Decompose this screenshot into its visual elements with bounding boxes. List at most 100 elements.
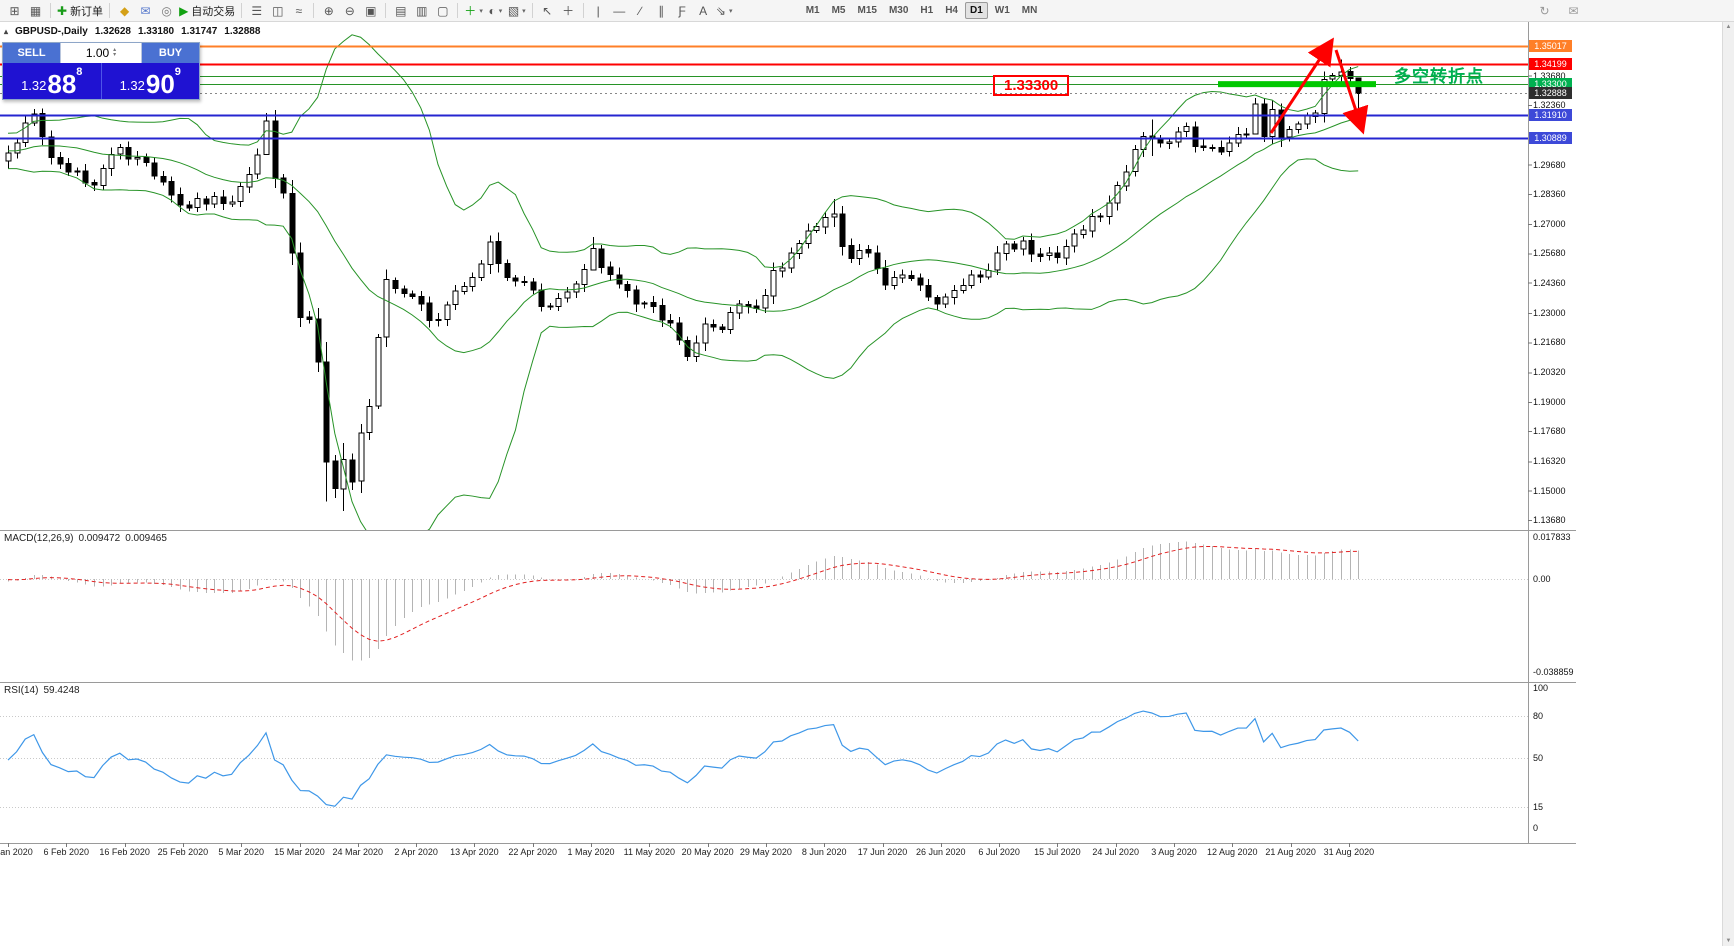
zoom-out-button[interactable]: ⊖ [339,2,360,20]
auto-trading-icon: ▶ [179,3,189,18]
auto-trading-button[interactable]: ▶ 自动交易 [177,2,237,20]
rsi-panel[interactable] [0,710,1528,808]
macd-signal-line [7,545,1359,642]
rsi-value: 59.4248 [43,685,80,696]
trend-arrow-annotation[interactable] [1269,37,1369,135]
refresh-button[interactable]: ↻ [1534,2,1555,20]
crosshair-button[interactable]: ＋ [558,2,579,20]
navigator-button[interactable]: ◎ [156,2,177,20]
toolbar-separator [385,3,387,18]
fibonacci-icon: Ƒ [678,3,686,18]
new-chart-button[interactable]: ⊞ [4,2,25,20]
market-watch-button[interactable]: ◆ [114,2,135,20]
equidistant-channel-button[interactable]: ∥ [651,2,672,20]
bid-pip-digit: 8 [76,66,83,78]
sell-button[interactable]: SELL [3,43,60,63]
horizontal-line-button[interactable]: — [609,2,630,20]
templates-icon: ▧ [507,3,520,18]
bar-chart-mode-button[interactable]: ☰ [246,2,267,20]
arrange-windows-button[interactable]: ▤ [390,2,411,20]
horizontal-line-icon: — [613,3,626,18]
periods-button[interactable]: ◐ ▾ [485,2,506,20]
toolbar-separator [241,3,243,18]
auto-trading-label: 自动交易 [191,5,236,18]
volume-spinner: ▴ ▾ [113,47,117,58]
data-window-button[interactable]: ✉ [135,2,156,20]
mailbox-button[interactable]: ✉ [1563,2,1584,20]
line-mode-icon: ≈ [295,3,303,18]
new-order-button[interactable]: ✚ 新订单 [55,2,105,20]
vertical-scrollbar[interactable]: ▲ ▼ [1722,22,1734,946]
fibonacci-button[interactable]: Ƒ [672,2,693,20]
bid-price[interactable]: 1.32 88 8 [3,63,101,99]
symbol-period-label: GBPUSD-,Daily [15,26,88,37]
cursor-button[interactable]: ↖ [537,2,558,20]
trendline-button[interactable]: ∕ [630,2,651,20]
turning-point-annotation[interactable]: 多空转折点 [1394,67,1484,86]
caret-down-icon: ▾ [522,7,526,15]
open-value: 1.32628 [94,26,131,37]
symbol-info: ▴ GBPUSD-,Daily 1.32628 1.33180 1.31747 … [4,26,260,37]
rsi-name: RSI(14) [4,685,39,696]
candlestick-series [5,59,1362,511]
collapse-panel-icon[interactable]: ▴ [4,27,9,36]
buy-button[interactable]: BUY [142,43,199,63]
full-screen-button[interactable]: ▢ [432,2,453,20]
timeframe-h1-button[interactable]: H1 [920,5,934,16]
vertical-line-button[interactable]: | [588,2,609,20]
line-mode-button[interactable]: ≈ [288,2,309,20]
low-value: 1.31747 [181,26,218,37]
candle-mode-button[interactable]: ◫ [267,2,288,20]
toolbar-separator [50,3,51,18]
navigator-icon: ◎ [161,3,172,18]
ask-price[interactable]: 1.32 90 9 [102,63,200,99]
arrows-tool-icon: ⇘ [715,3,726,18]
arrange-windows-icon: ▤ [395,3,407,18]
timeframe-h4-button[interactable]: H4 [945,5,958,16]
indicators-button[interactable]: ＋ ▾ [462,2,485,20]
templates-button[interactable]: ▧ ▾ [506,2,528,20]
rsi-line [7,710,1359,807]
scroll-up-button[interactable]: ▲ [1725,24,1732,30]
timeframe-w1-button[interactable]: W1 [994,5,1010,16]
timeframe-m30-button[interactable]: M30 [888,5,909,16]
timeframe-m1-button[interactable]: M1 [805,5,820,16]
market-watch-icon: ◆ [119,3,130,18]
text-tool-button[interactable]: A [693,2,714,20]
toolbar-separator [109,3,111,18]
new-order-label: 新订单 [70,5,104,18]
profiles-button[interactable]: ▦ [25,2,46,20]
toolbar-separator [531,3,533,18]
tile-windows-button[interactable]: ▣ [360,2,381,20]
bollinger-upper-band [7,34,1359,269]
snap-grid-button[interactable]: ▥ [411,2,432,20]
bollinger-lower-band [7,158,1359,530]
support-zone-bar[interactable] [1218,81,1376,88]
volume-up-button[interactable]: ▴ [113,47,117,53]
zoom-out-icon: ⊖ [344,3,355,18]
scroll-down-button[interactable]: ▼ [1725,938,1732,944]
timeframe-m15-button[interactable]: M15 [857,5,877,16]
timeframe-mn-button[interactable]: MN [1021,5,1038,16]
zoom-in-button[interactable]: ⊕ [318,2,339,20]
toolbar-separator [313,3,315,18]
volume-down-button[interactable]: ▾ [113,52,117,58]
high-value: 1.33180 [137,26,175,37]
snap-grid-icon: ▥ [416,3,428,18]
arrows-tool-button[interactable]: ⇘ ▾ [714,2,735,20]
volume-input[interactable]: 1.00 ▴ ▾ [60,43,142,63]
timeframe-d1-button[interactable]: D1 [965,2,988,19]
price-panel[interactable] [0,34,1528,540]
price-annotation-box[interactable]: 1.33300 [993,75,1070,96]
caret-down-icon: ▾ [728,7,733,15]
bid-big-digits: 88 [47,69,77,99]
vertical-line-icon: | [596,3,600,18]
ask-int: 1.32 [119,78,145,93]
volume-value: 1.00 [85,46,110,60]
macd-panel[interactable] [0,541,1528,661]
caret-down-icon: ▾ [479,7,483,15]
indicators-icon: ＋ [464,3,477,18]
timeframe-m5-button[interactable]: M5 [831,5,846,16]
full-screen-icon: ▢ [437,3,449,18]
